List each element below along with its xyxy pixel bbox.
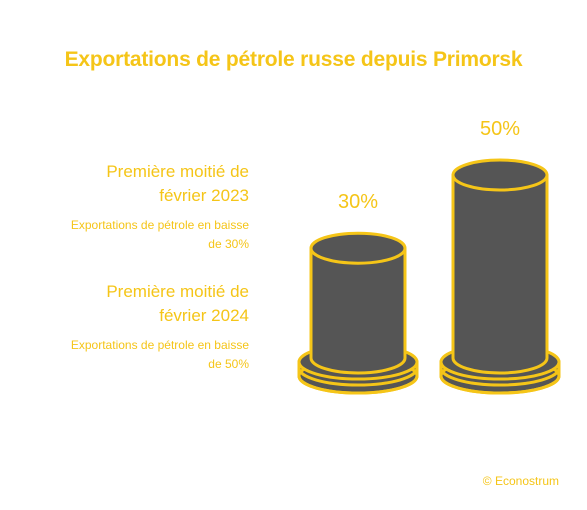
credit-text: © Econostrum	[482, 474, 559, 488]
legend-entry-2023: Première moitié de février 2023 Exportat…	[9, 160, 249, 254]
legend-subtext-line2: de 30%	[208, 237, 249, 251]
bar-cylinder-0: 30%	[297, 191, 419, 395]
bar-data-label-1: 50%	[480, 118, 520, 140]
legend-heading-2023: Première moitié de février 2023	[9, 160, 249, 208]
legend-entry-2024: Première moitié de février 2024 Exportat…	[9, 280, 249, 374]
bar-body	[309, 246, 407, 375]
legend-heading-line1: Première moitié de	[106, 282, 249, 301]
legend-subtext-2023: Exportations de pétrole en baisse de 30%	[9, 216, 249, 254]
bar-top	[309, 231, 407, 265]
legend-subtext-line1: Exportations de pétrole en baisse	[70, 218, 249, 232]
legend-subtext-2024: Exportations de pétrole en baisse de 50%	[9, 336, 249, 374]
legend-subtext-line1: Exportations de pétrole en baisse	[70, 338, 249, 352]
bar-body	[451, 173, 549, 375]
legend-heading-line2: février 2024	[159, 306, 249, 325]
chart-title: Exportations de pétrole russe depuis Pri…	[64, 48, 523, 71]
legend-subtext-line2: de 50%	[208, 357, 249, 371]
bar-cylinder-1: 50%	[439, 118, 561, 395]
legend-heading-2024: Première moitié de février 2024	[9, 280, 249, 328]
legend-heading-line2: février 2023	[159, 186, 249, 205]
bar-top	[451, 158, 549, 192]
bar-data-label-0: 30%	[338, 191, 378, 213]
legend-heading-line1: Première moitié de	[106, 162, 249, 181]
